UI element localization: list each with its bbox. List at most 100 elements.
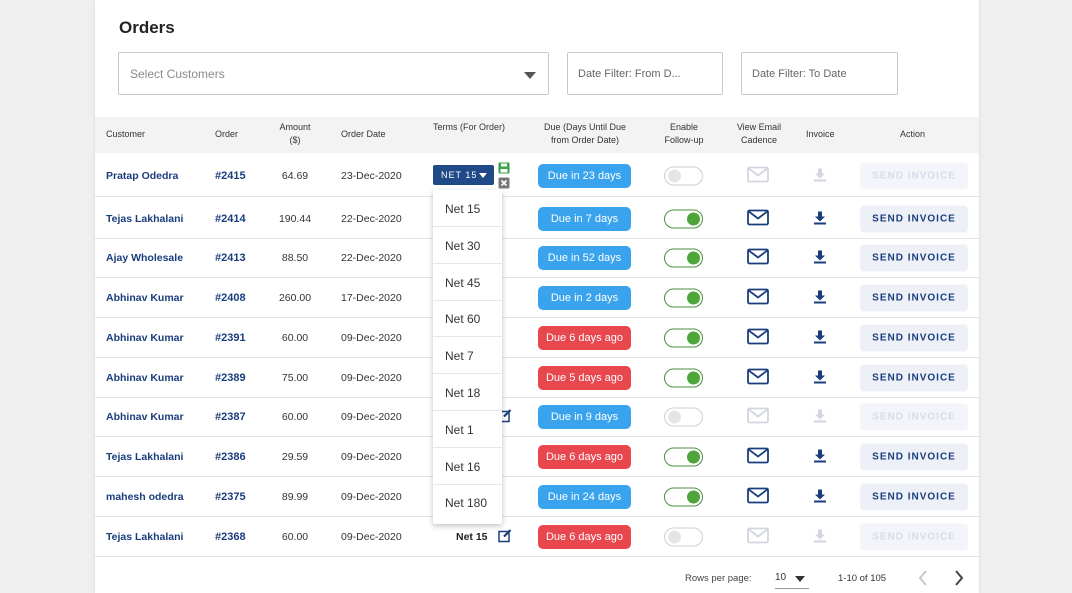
send-invoice-button[interactable]: SEND INVOICE: [860, 483, 968, 510]
date-to-input[interactable]: Date Filter: To Date: [741, 52, 898, 95]
table-row: Tejas Lakhalani #2386 29.59 09-Dec-2020 Due …: [95, 437, 979, 477]
download-icon[interactable]: [813, 249, 827, 266]
send-invoice-button[interactable]: SEND INVOICE: [860, 162, 968, 189]
customer-link[interactable]: Pratap Odedra: [106, 169, 179, 182]
terms-option[interactable]: Net 60: [433, 300, 502, 338]
followup-toggle[interactable]: [664, 166, 703, 185]
due-badge: Due in 7 days: [538, 206, 631, 231]
terms-option[interactable]: Net 7: [433, 337, 502, 375]
terms-option[interactable]: Net 15: [433, 190, 502, 227]
terms-option[interactable]: Net 18: [433, 374, 502, 411]
terms-option[interactable]: Net 30: [433, 227, 502, 264]
terms-option[interactable]: Net 16: [433, 448, 502, 485]
mail-icon[interactable]: [747, 447, 769, 466]
toggle-knob: [687, 371, 700, 384]
send-invoice-button[interactable]: SEND INVOICE: [860, 443, 968, 470]
save-icon[interactable]: [498, 161, 510, 179]
caret-down-icon[interactable]: [795, 576, 805, 582]
send-invoice-button[interactable]: SEND INVOICE: [860, 523, 968, 550]
mail-icon[interactable]: [747, 328, 769, 347]
send-invoice-button[interactable]: SEND INVOICE: [860, 364, 968, 391]
customer-link[interactable]: Abhinav Kumar: [106, 331, 184, 344]
customer-select[interactable]: Select Customers: [118, 52, 549, 95]
download-icon[interactable]: [813, 289, 827, 306]
download-icon[interactable]: [813, 369, 827, 386]
order-date-value: 09-Dec-2020: [341, 410, 402, 423]
customer-select-placeholder: Select Customers: [130, 67, 225, 81]
terms-option[interactable]: Net 180: [433, 484, 502, 521]
chevron-left-icon[interactable]: [917, 569, 929, 592]
customer-link[interactable]: Ajay Wholesale: [106, 251, 184, 264]
send-invoice-button[interactable]: SEND INVOICE: [860, 324, 968, 351]
toggle-knob: [687, 450, 700, 463]
download-icon[interactable]: [813, 488, 827, 505]
customer-link[interactable]: Tejas Lakhalani: [106, 450, 184, 463]
table-row: Abhinav Kumar #2391 60.00 09-Dec-2020 Due 6 …: [95, 318, 979, 358]
order-link[interactable]: #2413: [215, 251, 246, 264]
customer-link[interactable]: Abhinav Kumar: [106, 291, 184, 304]
customer-link[interactable]: mahesh odedra: [106, 490, 184, 503]
mail-icon[interactable]: [747, 487, 769, 506]
customer-link[interactable]: Tejas Lakhalani: [106, 530, 184, 543]
followup-toggle[interactable]: [664, 248, 703, 267]
header-followup-line1: Enable: [669, 122, 699, 132]
download-icon[interactable]: [813, 528, 827, 545]
toggle-knob: [668, 530, 681, 543]
order-link[interactable]: #2415: [215, 169, 246, 182]
terms-option-label: Net 15: [445, 202, 481, 216]
download-icon[interactable]: [813, 210, 827, 227]
followup-toggle[interactable]: [664, 368, 703, 387]
order-link[interactable]: #2414: [215, 212, 246, 225]
rows-per-page-select[interactable]: 10: [775, 572, 787, 583]
download-icon[interactable]: [813, 329, 827, 346]
amount-value: 60.00: [281, 410, 309, 423]
followup-toggle[interactable]: [664, 328, 703, 347]
customer-link[interactable]: Abhinav Kumar: [106, 371, 184, 384]
followup-toggle[interactable]: [664, 209, 703, 228]
terms-option-label: Net 45: [445, 275, 481, 290]
toggle-knob: [687, 212, 700, 225]
cancel-icon[interactable]: [498, 176, 510, 194]
followup-toggle[interactable]: [664, 447, 703, 466]
header-cadence-line1: View Email: [736, 122, 782, 132]
download-icon[interactable]: [813, 408, 827, 425]
download-icon[interactable]: [813, 448, 827, 465]
terms-option[interactable]: Net 1: [433, 411, 502, 448]
mail-icon[interactable]: [747, 248, 769, 267]
followup-toggle[interactable]: [664, 527, 703, 546]
mail-icon[interactable]: [747, 288, 769, 307]
terms-select[interactable]: NET 15: [433, 165, 494, 185]
followup-toggle[interactable]: [664, 288, 703, 307]
followup-toggle[interactable]: [664, 407, 703, 426]
order-link[interactable]: #2387: [215, 410, 246, 423]
order-link[interactable]: #2408: [215, 291, 246, 304]
order-link[interactable]: #2389: [215, 371, 246, 384]
mail-icon[interactable]: [747, 368, 769, 387]
chevron-right-icon[interactable]: [953, 569, 965, 592]
order-link[interactable]: #2391: [215, 331, 246, 344]
order-link[interactable]: #2368: [215, 530, 246, 543]
mail-icon[interactable]: [747, 209, 769, 228]
send-invoice-button[interactable]: SEND INVOICE: [860, 244, 968, 271]
date-from-input[interactable]: Date Filter: From D...: [567, 52, 723, 95]
order-link[interactable]: #2386: [215, 450, 246, 463]
customer-link[interactable]: Abhinav Kumar: [106, 410, 184, 423]
send-invoice-button[interactable]: SEND INVOICE: [860, 403, 968, 430]
mail-icon[interactable]: [747, 407, 769, 426]
customer-link[interactable]: Tejas Lakhalani: [106, 212, 184, 225]
date-to-placeholder: Date Filter: To Date: [752, 68, 847, 80]
amount-value: 29.59: [281, 450, 309, 463]
order-link[interactable]: #2375: [215, 490, 246, 503]
toggle-knob: [687, 291, 700, 304]
edit-icon[interactable]: [498, 528, 512, 545]
download-icon[interactable]: [813, 167, 827, 184]
followup-toggle[interactable]: [664, 487, 703, 506]
mail-icon[interactable]: [747, 166, 769, 185]
mail-icon[interactable]: [747, 527, 769, 546]
caret-down-icon[interactable]: [524, 72, 536, 79]
terms-option[interactable]: Net 45: [433, 264, 502, 301]
send-invoice-button[interactable]: SEND INVOICE: [860, 284, 968, 311]
table-row: Ajay Wholesale #2413 88.50 22-Dec-2020 Due i…: [95, 238, 979, 278]
due-badge: Due in 24 days: [538, 484, 631, 509]
send-invoice-button[interactable]: SEND INVOICE: [860, 205, 968, 232]
